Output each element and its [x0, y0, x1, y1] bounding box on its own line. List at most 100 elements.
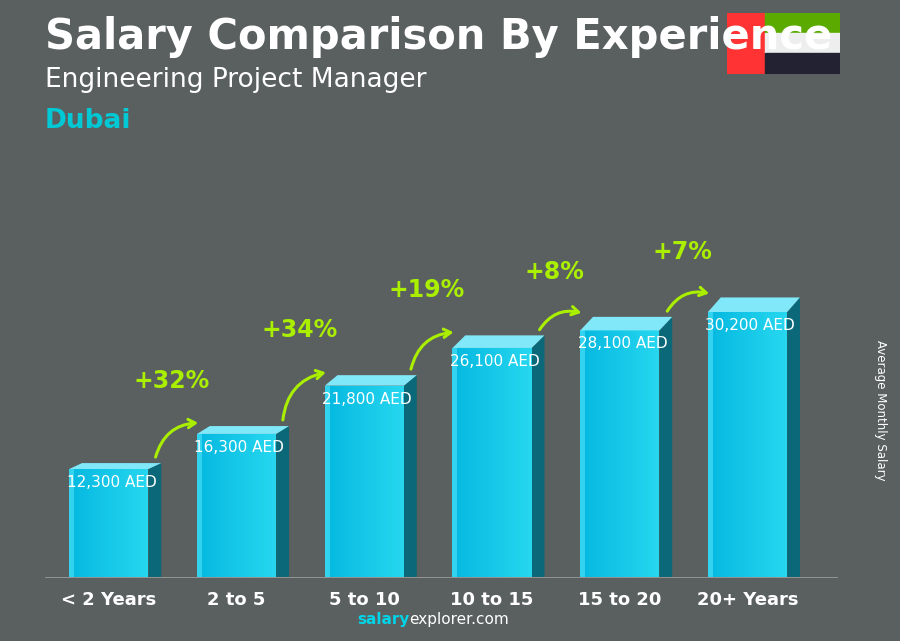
Bar [476, 348, 478, 577]
Bar [456, 348, 458, 577]
Bar [142, 469, 145, 577]
Bar [724, 312, 725, 577]
Bar [468, 348, 471, 577]
Bar [256, 434, 258, 577]
Bar [201, 434, 203, 577]
Bar [783, 312, 785, 577]
Bar [606, 330, 608, 577]
Bar [71, 469, 73, 577]
Bar [785, 312, 788, 577]
Bar [101, 469, 103, 577]
Bar [765, 53, 840, 74]
Bar [645, 330, 648, 577]
Bar [103, 469, 105, 577]
Polygon shape [325, 375, 417, 386]
Bar [491, 348, 492, 577]
Bar [592, 330, 594, 577]
Bar [205, 434, 207, 577]
Bar [199, 434, 201, 577]
Bar [770, 312, 771, 577]
Bar [378, 386, 380, 577]
Bar [753, 312, 755, 577]
Bar [107, 469, 109, 577]
Bar [742, 312, 743, 577]
Bar [237, 434, 239, 577]
Bar [368, 386, 370, 577]
Bar [230, 434, 233, 577]
Bar [87, 469, 89, 577]
Bar [632, 330, 634, 577]
Bar [734, 312, 735, 577]
Polygon shape [708, 312, 713, 577]
Bar [363, 386, 365, 577]
Bar [327, 386, 328, 577]
Bar [343, 386, 345, 577]
Text: 12,300 AED: 12,300 AED [67, 475, 157, 490]
Bar [722, 312, 724, 577]
Bar [454, 348, 456, 577]
Polygon shape [276, 426, 289, 577]
Bar [727, 13, 765, 74]
Text: salary: salary [357, 612, 410, 627]
Bar [121, 469, 122, 577]
Bar [718, 312, 720, 577]
Bar [600, 330, 602, 577]
Bar [635, 330, 638, 577]
Bar [758, 312, 760, 577]
Bar [345, 386, 346, 577]
Bar [527, 348, 530, 577]
Bar [478, 348, 481, 577]
Bar [353, 386, 355, 577]
Bar [708, 312, 710, 577]
Polygon shape [69, 463, 161, 469]
Bar [270, 434, 273, 577]
Bar [638, 330, 640, 577]
Bar [125, 469, 127, 577]
Bar [366, 386, 368, 577]
Bar [584, 330, 586, 577]
Bar [233, 434, 235, 577]
Bar [716, 312, 718, 577]
Bar [83, 469, 86, 577]
Bar [135, 469, 137, 577]
Bar [356, 386, 358, 577]
Bar [268, 434, 270, 577]
Bar [604, 330, 606, 577]
Bar [220, 434, 223, 577]
Bar [386, 386, 388, 577]
Bar [779, 312, 781, 577]
Bar [740, 312, 742, 577]
Text: Dubai: Dubai [45, 108, 131, 134]
Bar [129, 469, 130, 577]
Polygon shape [197, 434, 202, 577]
Bar [325, 386, 327, 577]
Bar [765, 33, 840, 53]
Bar [394, 386, 396, 577]
Bar [624, 330, 625, 577]
Bar [474, 348, 476, 577]
Bar [748, 312, 750, 577]
Bar [512, 348, 514, 577]
Bar [238, 434, 240, 577]
Bar [115, 469, 117, 577]
Text: +7%: +7% [652, 240, 713, 264]
Bar [765, 312, 768, 577]
Bar [213, 434, 215, 577]
Polygon shape [532, 335, 544, 577]
Text: +34%: +34% [261, 318, 338, 342]
Bar [130, 469, 132, 577]
Bar [97, 469, 99, 577]
Polygon shape [580, 330, 585, 577]
Polygon shape [325, 386, 329, 577]
Bar [335, 386, 337, 577]
Bar [775, 312, 778, 577]
Bar [346, 386, 348, 577]
Bar [714, 312, 716, 577]
Bar [738, 312, 740, 577]
Bar [247, 434, 248, 577]
Bar [506, 348, 508, 577]
Bar [245, 434, 247, 577]
Bar [69, 469, 71, 577]
Bar [139, 469, 140, 577]
Bar [626, 330, 628, 577]
